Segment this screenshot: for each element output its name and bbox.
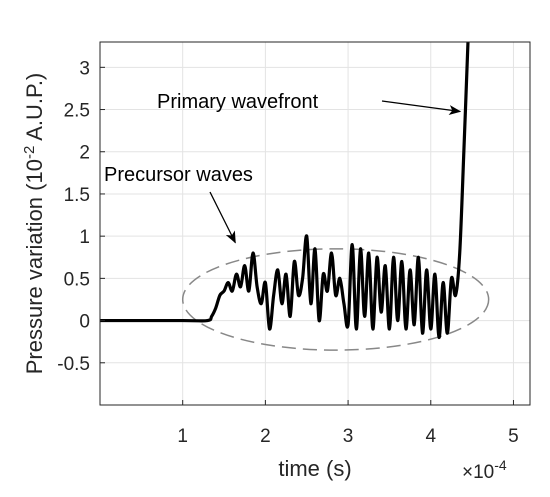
annotations: Primary wavefront Precursor waves <box>104 91 462 244</box>
x-tick-label: 4 <box>425 426 436 447</box>
ellipse-layer <box>181 248 490 351</box>
y-axis-label-text: Pressure variation (10 <box>22 159 47 374</box>
y-tick-label: 2 <box>79 143 90 164</box>
x-axis-multiplier-exp: -4 <box>494 457 507 473</box>
y-tick-label: 3 <box>79 58 90 79</box>
annotation-precursor-waves: Precursor waves <box>104 164 253 186</box>
x-tick-label: 5 <box>508 426 519 447</box>
y-tick-label: 2.5 <box>64 101 90 122</box>
grid <box>100 42 530 405</box>
plot-frame <box>99 41 531 406</box>
y-axis-label-unit: A.U.P.) <box>22 73 47 146</box>
ticks: 1 2 3 4 5 -0.5 0 0.5 1 1.5 2 2.5 3 <box>57 58 519 447</box>
x-axis-multiplier: ×10-4 <box>462 457 507 483</box>
y-axis-label-sup: -2 <box>21 146 38 159</box>
x-tick-label: 1 <box>177 426 188 447</box>
x-tick-label: 3 <box>343 426 354 447</box>
y-axis-label: Pressure variation (10-2 A.U.P.) <box>21 73 47 375</box>
y-tick-label: -0.5 <box>57 354 90 375</box>
precursor-ellipse <box>181 248 490 351</box>
y-tick-label: 1.5 <box>64 185 90 206</box>
x-axis-multiplier-base: ×10 <box>462 462 494 483</box>
annotation-arrow-precursor <box>209 191 236 244</box>
annotation-primary-wavefront: Primary wavefront <box>157 91 319 113</box>
annotation-arrow-primary <box>381 100 462 116</box>
y-tick-label: 0.5 <box>64 269 90 290</box>
x-axis-label: time (s) <box>278 456 351 481</box>
series-line <box>100 42 470 340</box>
plot-background <box>100 42 530 405</box>
series-layer <box>100 42 470 340</box>
y-tick-label: 1 <box>79 227 90 248</box>
y-tick-label: 0 <box>79 312 90 333</box>
x-tick-label: 2 <box>260 426 271 447</box>
